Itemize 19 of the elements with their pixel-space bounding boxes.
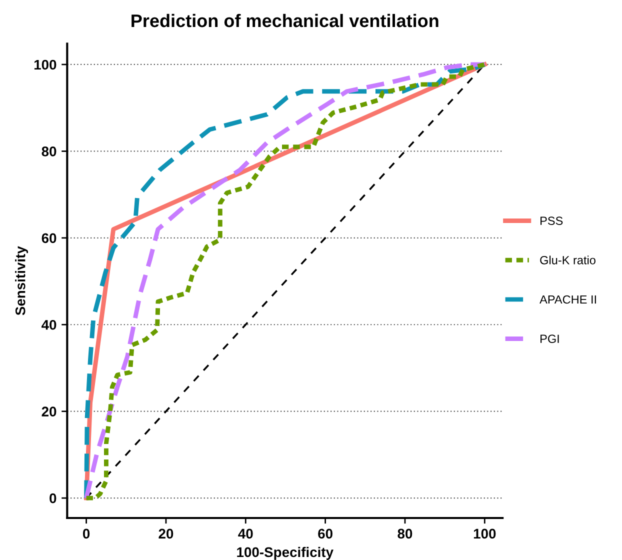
legend-label: APACHE II: [540, 295, 596, 304]
x-axis-title: 100-Specificity: [237, 546, 334, 560]
y-tick-label: 0: [50, 493, 56, 504]
x-tick-label: 40: [238, 528, 253, 539]
legend-label: Glu-K ratio: [540, 256, 596, 264]
x-tick-label: 60: [318, 528, 332, 539]
x-tick-label: 20: [158, 528, 174, 539]
y-tick-label: 20: [42, 406, 56, 417]
x-tick-label: 0: [82, 528, 90, 539]
legend-label: PGI: [540, 334, 559, 344]
chart-title: Prediction of mechanical ventilation: [132, 14, 438, 28]
y-tick-label: 100: [34, 60, 56, 70]
y-tick-label: 60: [42, 233, 56, 244]
x-tick-label: 80: [398, 528, 412, 539]
x-tick-label: 100: [474, 528, 496, 539]
y-tick-label: 40: [42, 320, 56, 330]
y-tick-label: 80: [42, 146, 56, 156]
y-axis-title: Sensitivity: [15, 246, 28, 316]
legend-label: PSS: [540, 216, 563, 225]
